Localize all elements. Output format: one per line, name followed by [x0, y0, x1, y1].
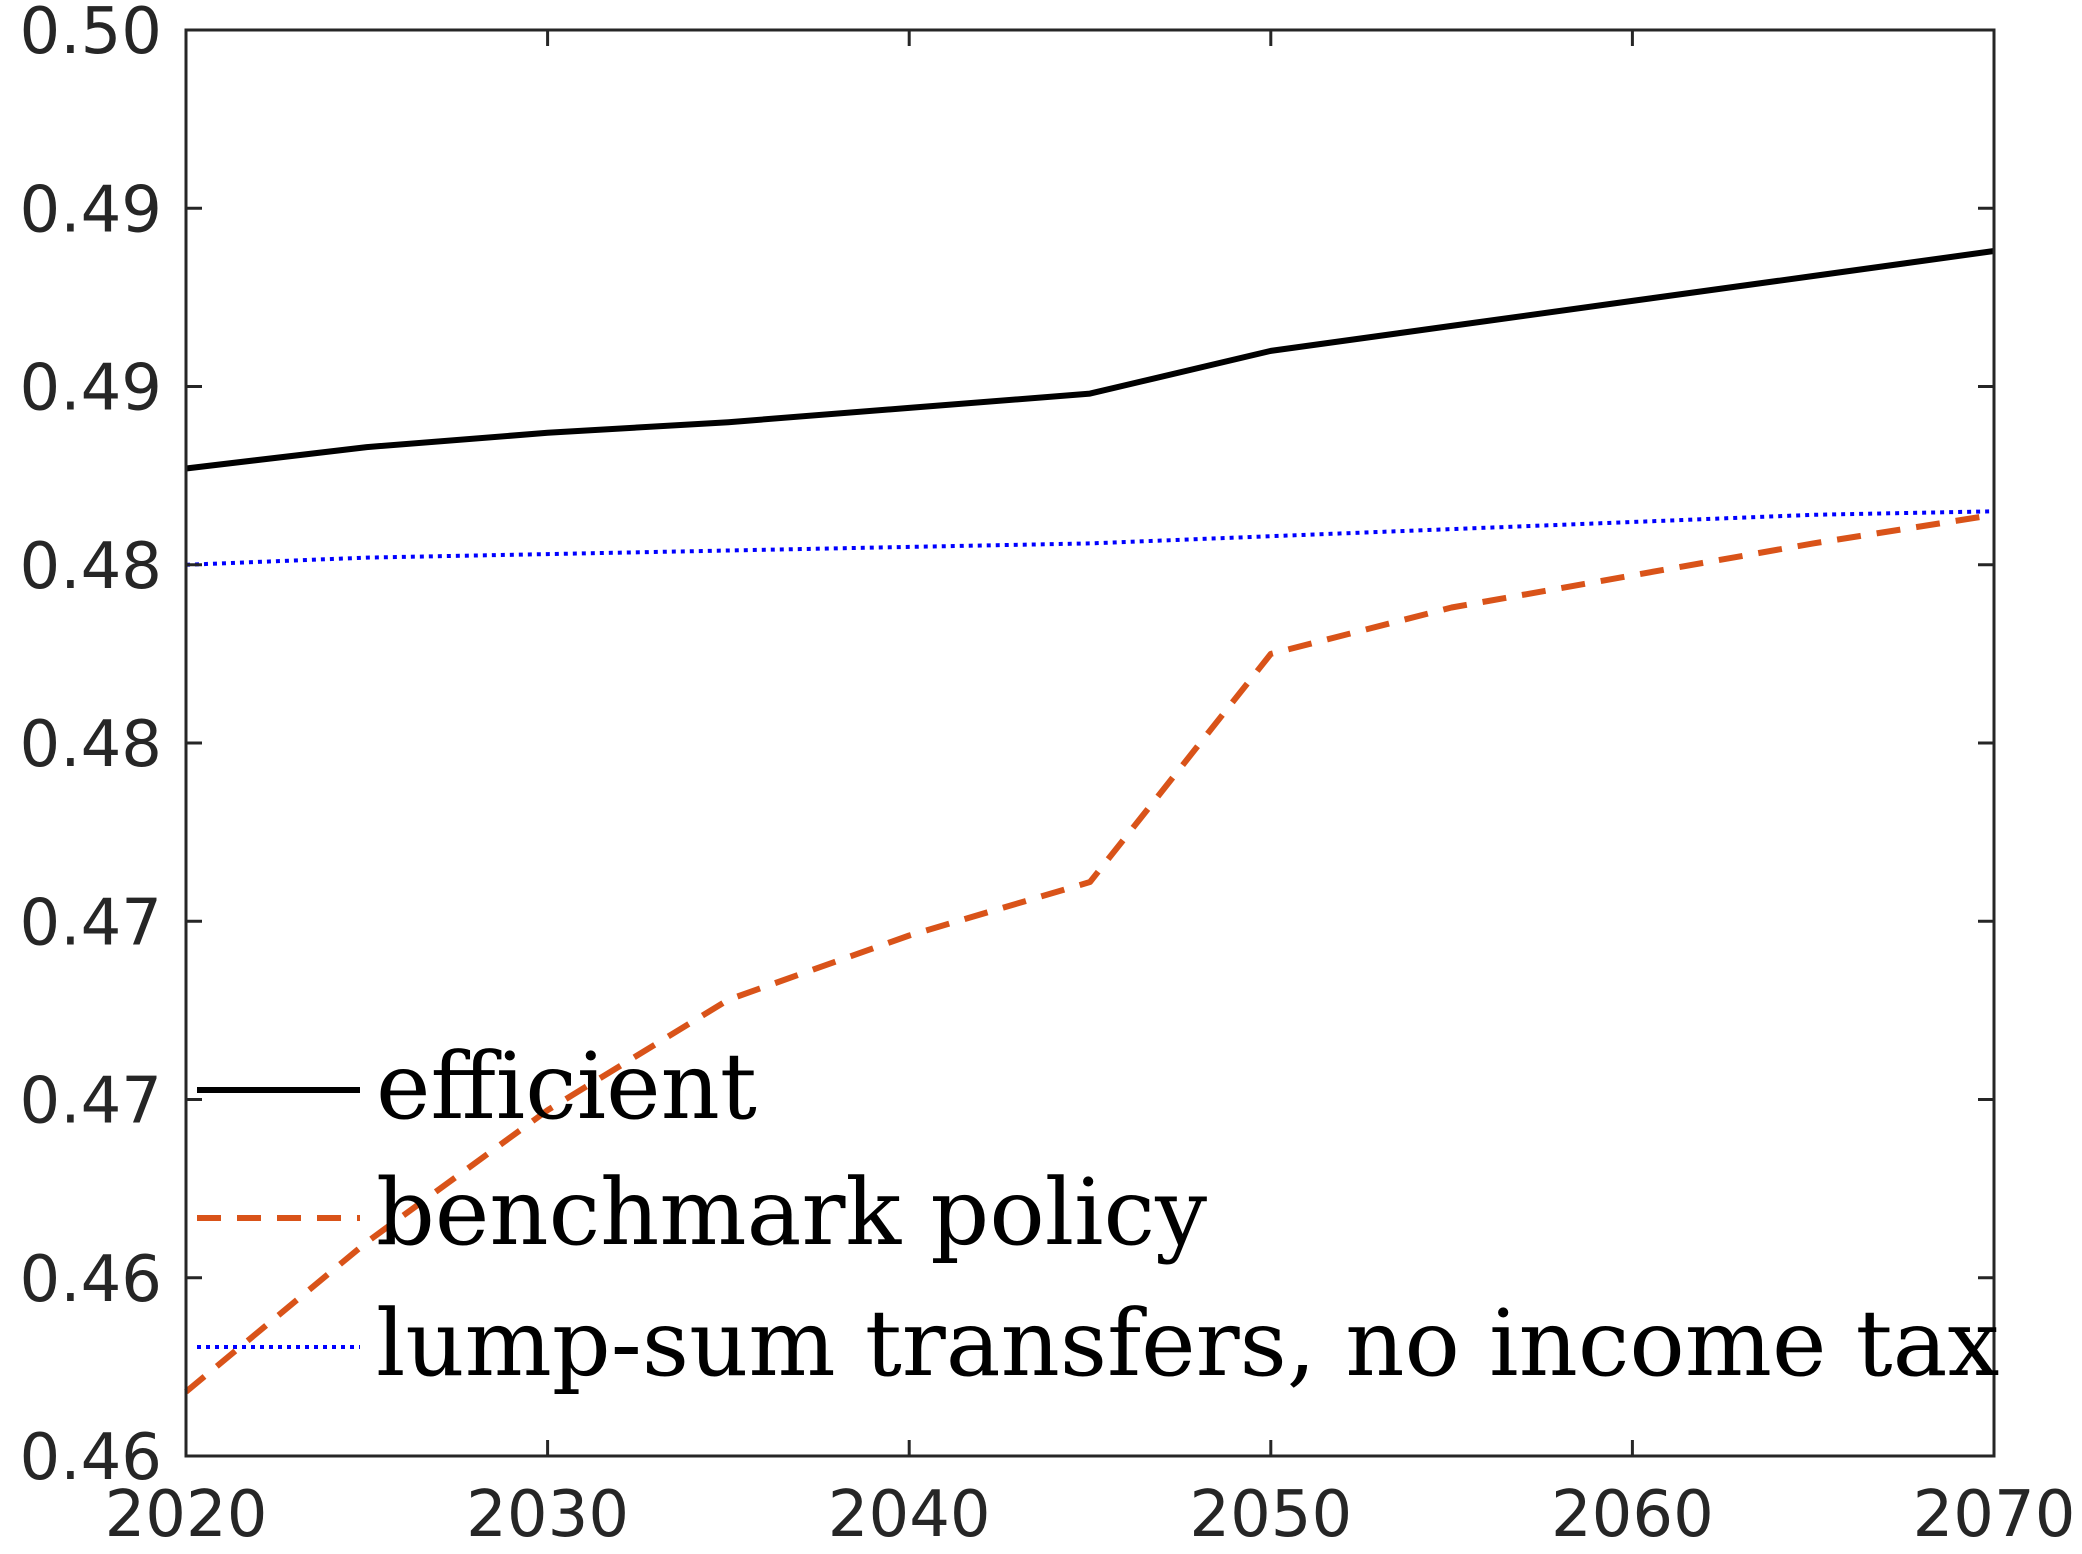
legend: efficient benchmark policy lump-sum tran…	[197, 1033, 1999, 1397]
x-tick-label: 2030	[466, 1478, 629, 1552]
series-line-2	[184, 511, 1995, 1395]
x-tick-label: 2040	[828, 1478, 991, 1552]
y-axis-tick-labels: 0.46 0.46 0.47 0.47 0.48 0.48 0.49 0.49 0.50	[20, 0, 163, 1495]
y-tick-label: 0.48	[20, 530, 163, 604]
x-tick-label: 2060	[1551, 1478, 1714, 1552]
y-tick-label: 0.49	[20, 352, 163, 426]
legend-label-benchmark-policy: benchmark policy	[376, 1159, 1207, 1266]
axis-ticks	[184, 28, 1996, 1458]
x-axis-tick-labels: 2020 2030 2040 2050 2060 2070	[105, 1478, 2076, 1552]
y-tick-label: 0.49	[20, 173, 163, 247]
series-layer	[184, 248, 1995, 1395]
x-tick-label: 2050	[1189, 1478, 1352, 1552]
y-tick-label: 0.46	[20, 1421, 163, 1495]
y-tick-label: 0.46	[20, 1243, 163, 1317]
y-tick-label: 0.50	[20, 0, 163, 69]
y-tick-label: 0.47	[20, 886, 163, 960]
x-tick-label: 2070	[1913, 1478, 2076, 1552]
legend-label-efficient: efficient	[376, 1033, 757, 1140]
y-tick-label: 0.47	[20, 1065, 163, 1139]
legend-label-lump-sum-transfers: lump-sum transfers, no income tax	[376, 1290, 1999, 1397]
y-tick-label: 0.48	[20, 708, 163, 782]
series-line-1	[185, 248, 1995, 472]
x-tick-label: 2020	[105, 1478, 268, 1552]
